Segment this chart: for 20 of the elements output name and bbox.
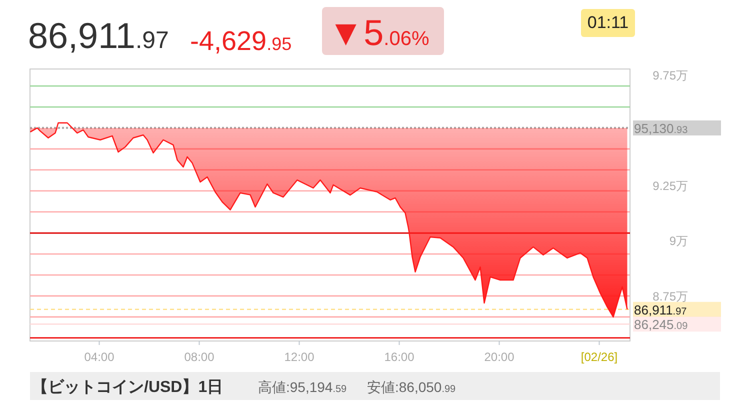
y-tick-label: 8.75万 [652, 289, 688, 304]
x-tick-label: 16:00 [384, 350, 415, 364]
text: 01:11 [587, 13, 629, 32]
x-tick-label: 04:00 [84, 350, 115, 364]
chart-title: 86,911.97 [28, 15, 169, 56]
ref-line-label: 95,130.93 [634, 120, 688, 136]
text: -4,629.95 [190, 26, 292, 56]
y-tick-label: 9.25万 [652, 179, 688, 194]
y-tick-label: 9.75万 [652, 68, 688, 83]
text: 高値:95,194.59 [258, 379, 348, 395]
y-tick-label: 9万 [669, 234, 688, 248]
x-tick-label: 08:00 [184, 350, 215, 364]
x-tick-label: 12:00 [284, 350, 315, 364]
text: 【ビットコイン/USD】1日 [32, 378, 224, 396]
text: 安値:86,050.99 [367, 379, 456, 395]
x-tick-label: 20:00 [484, 350, 515, 364]
ref-line-label: 86,245.09 [634, 317, 688, 332]
x-tick-label: [02/26] [580, 350, 618, 364]
ref-line-label: 86,911.97 [634, 302, 688, 318]
text: ▼5.06% [328, 12, 430, 53]
